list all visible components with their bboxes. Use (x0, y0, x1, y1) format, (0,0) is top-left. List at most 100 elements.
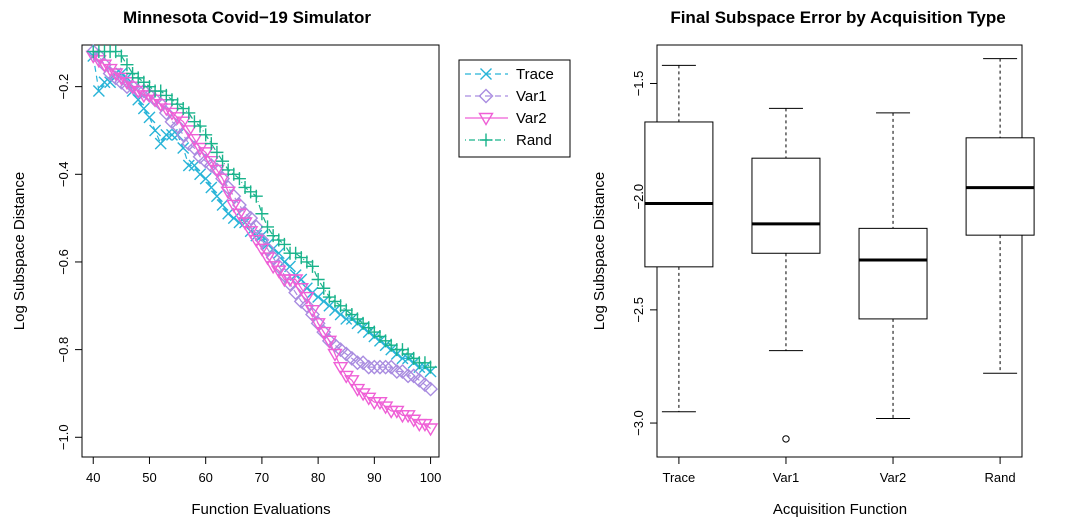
series-point (340, 312, 353, 325)
series-point (210, 145, 224, 159)
series-point (214, 173, 231, 187)
series-point (119, 79, 135, 95)
series-rand (86, 45, 438, 374)
series-point (181, 125, 197, 139)
series-point (152, 98, 169, 113)
series-point (406, 368, 422, 384)
series-point (255, 207, 269, 221)
left-x-axis: 40 50 60 70 80 90 100 (86, 457, 441, 485)
x-tick-label: 50 (142, 470, 156, 485)
series-point (287, 274, 304, 288)
series-point (265, 250, 281, 266)
series-point (124, 81, 141, 95)
series-var2 (85, 50, 439, 437)
series-point (203, 155, 220, 170)
series-point (108, 70, 124, 86)
left-x-axis-label: Function Evaluations (191, 501, 330, 518)
series-line (92, 55, 431, 429)
series-point (248, 219, 264, 235)
series-point (344, 375, 360, 389)
series-point (120, 58, 134, 72)
series-point (232, 172, 246, 186)
series-point (170, 118, 186, 134)
series-point (259, 252, 276, 266)
series-point (355, 388, 371, 402)
series-point (293, 293, 309, 309)
series-point (102, 65, 118, 81)
series-point (299, 298, 315, 314)
series-point (182, 106, 196, 120)
series-point (349, 355, 365, 371)
series-point (220, 186, 236, 200)
y-tick-label: −2.0 (631, 184, 646, 210)
series-point (265, 261, 281, 275)
series-point (299, 291, 315, 305)
x-tick-label: 90 (367, 470, 381, 485)
series-point (175, 127, 191, 143)
series-point (254, 232, 270, 248)
x-tick-label: 40 (86, 470, 100, 485)
series-point (203, 158, 219, 174)
series-point (311, 272, 325, 286)
series-point (226, 199, 242, 213)
series-point (306, 259, 320, 273)
x-tick-label: 70 (255, 470, 269, 485)
box-group (644, 58, 1035, 443)
series-point (310, 318, 326, 332)
series-point (316, 326, 332, 340)
series-point (260, 241, 276, 257)
y-tick-label: −0.2 (56, 74, 71, 100)
series-point (323, 299, 336, 312)
series-point (164, 107, 180, 121)
series-point (261, 220, 275, 234)
series-point (396, 352, 409, 365)
series-point (361, 359, 377, 375)
series-point (321, 335, 338, 349)
series-point (158, 103, 175, 117)
box-iqr (751, 157, 821, 254)
box-var2 (858, 112, 928, 420)
legend: Trace Var1 Var2 Rand (458, 59, 571, 158)
series-point (197, 147, 214, 161)
series-point (248, 234, 265, 248)
outlier-point (782, 435, 790, 443)
series-point (216, 198, 229, 211)
series-point (417, 377, 433, 393)
y-tick-label: −1.5 (631, 71, 646, 97)
series-point (186, 134, 203, 148)
legend-marker (478, 88, 494, 104)
series-point (199, 128, 213, 142)
legend-marker (478, 112, 494, 126)
series-point (220, 179, 236, 195)
x-tick-label: 80 (311, 470, 325, 485)
right-x-axis-label: Acquisition Function (773, 501, 907, 518)
series-point (149, 124, 162, 137)
series-var1 (85, 44, 439, 397)
series-point (92, 85, 105, 98)
series-point (400, 368, 416, 384)
left-y-axis: −1.0 −0.8 −0.6 −0.4 −0.2 (56, 74, 82, 450)
series-point (205, 181, 218, 194)
series-point (400, 410, 416, 424)
series-point (164, 114, 180, 130)
series-point (136, 83, 152, 99)
series-point (249, 189, 263, 203)
series-point (160, 128, 173, 141)
series-point (389, 405, 405, 419)
series-point (344, 350, 360, 366)
x-tick-label: Rand (985, 470, 1016, 485)
legend-label: Var1 (516, 88, 547, 105)
series-point (377, 401, 394, 415)
legend-label: Rand (516, 132, 552, 149)
series-point (288, 285, 304, 301)
series-point (338, 346, 354, 362)
series-point (282, 276, 298, 292)
y-tick-label: −2.5 (631, 297, 646, 323)
series-point (104, 76, 117, 89)
series-point (338, 370, 354, 384)
series-point (360, 392, 377, 406)
x-tick-label: 100 (420, 470, 442, 485)
x-tick-label: Trace (663, 470, 696, 485)
series-point (333, 342, 349, 358)
series-point (422, 423, 439, 437)
